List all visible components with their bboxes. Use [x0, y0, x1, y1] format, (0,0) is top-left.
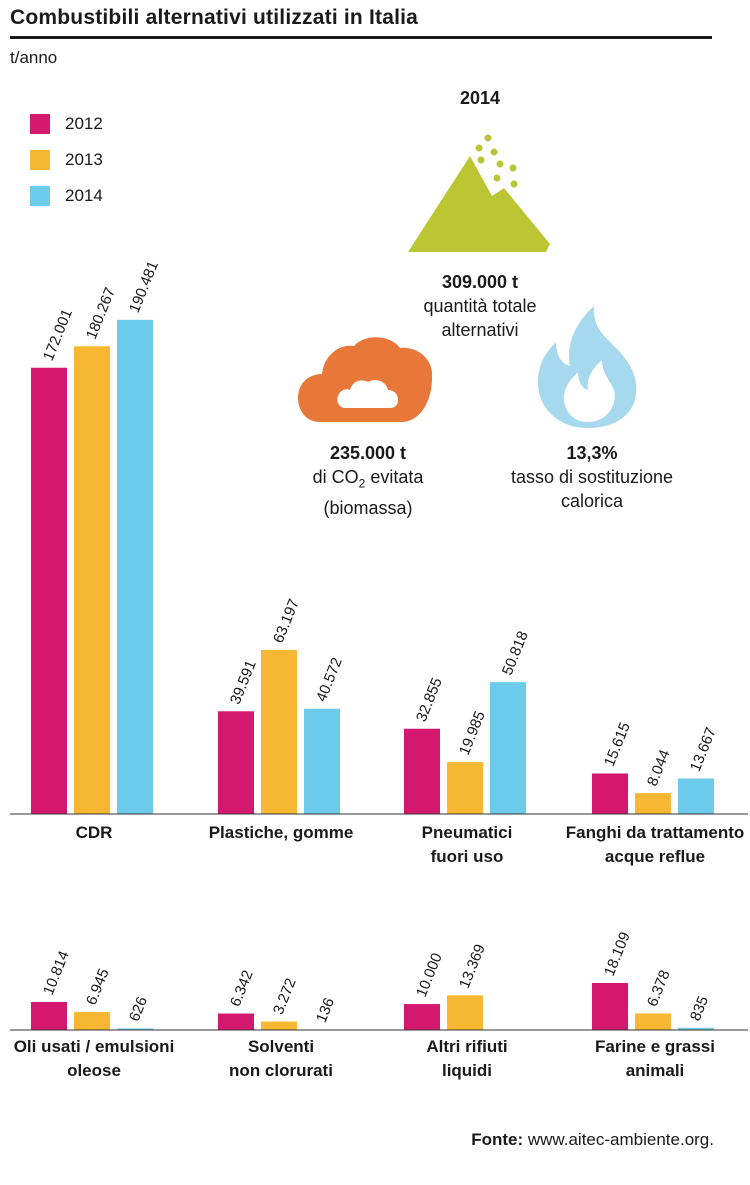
category-label: Altri rifiuti: [426, 1037, 507, 1056]
bar-2013-4: [74, 1012, 110, 1030]
category-label: acque reflue: [605, 847, 705, 866]
bar-2014-0: [117, 320, 153, 814]
category-label: non clorurati: [229, 1061, 333, 1080]
bar-2013-3: [635, 793, 671, 814]
source-text: www.aitec-ambiente.org.: [523, 1130, 714, 1149]
category-label: animali: [626, 1061, 685, 1080]
category-label: liquidi: [442, 1061, 492, 1080]
data-label: 15.615: [601, 720, 634, 769]
bar-2014-3: [678, 779, 714, 814]
bar-2013-5: [261, 1022, 297, 1030]
bar-2013-6: [447, 995, 483, 1030]
category-label: Fanghi da trattamento: [566, 823, 745, 842]
data-label: 626: [126, 994, 151, 1024]
bar-2012-1: [218, 711, 254, 814]
bar-2012-6: [404, 1004, 440, 1030]
bar-chart: 172.001 180.267 190.481 CDR 39.591 63.197 40.5…: [0, 0, 750, 1185]
data-label: 172.001: [40, 307, 76, 364]
bar-2012-5: [218, 1014, 254, 1030]
data-label: 180.267: [83, 285, 119, 342]
data-label: 32.855: [413, 675, 446, 724]
data-label: 8.044: [644, 747, 674, 788]
bar-2013-1: [261, 650, 297, 814]
data-label: 19.985: [456, 709, 489, 758]
category-label: Farine e grassi: [595, 1037, 715, 1056]
data-label: 39.591: [227, 658, 260, 707]
bar-2014-2: [490, 682, 526, 814]
category-label: Plastiche, gomme: [209, 823, 354, 842]
data-label: 63.197: [270, 597, 303, 646]
category-label: oleose: [67, 1061, 121, 1080]
source-note: Fonte: www.aitec-ambiente.org.: [471, 1130, 714, 1150]
data-label: 6.945: [83, 966, 113, 1007]
data-label: 13.369: [456, 942, 489, 991]
data-label: 190.481: [126, 259, 162, 316]
data-label: 10.000: [413, 951, 446, 1000]
data-label: 136: [313, 996, 338, 1026]
category-label: CDR: [76, 823, 113, 842]
bar-2013-0: [74, 346, 110, 814]
category-label: Solventi: [248, 1037, 314, 1056]
data-label: 18.109: [601, 930, 634, 979]
bar-2013-7: [635, 1013, 671, 1030]
data-label: 835: [687, 994, 712, 1024]
data-label: 40.572: [313, 655, 346, 704]
bar-2012-0: [31, 368, 67, 814]
bar-2013-2: [447, 762, 483, 814]
data-label: 10.814: [40, 949, 73, 998]
category-label: fuori uso: [431, 847, 504, 866]
bar-2012-2: [404, 729, 440, 814]
bar-2012-7: [592, 983, 628, 1030]
data-label: 13.667: [687, 725, 720, 774]
bar-2012-3: [592, 773, 628, 814]
source-label: Fonte:: [471, 1130, 523, 1149]
data-label: 3.272: [270, 976, 300, 1017]
category-label: Oli usati / emulsioni: [14, 1037, 175, 1056]
category-label: Pneumatici: [422, 823, 513, 842]
data-label: 6.378: [644, 968, 674, 1009]
bar-2012-4: [31, 1002, 67, 1030]
data-label: 6.342: [227, 968, 257, 1009]
bar-2014-1: [304, 709, 340, 814]
data-label: 50.818: [499, 629, 532, 678]
